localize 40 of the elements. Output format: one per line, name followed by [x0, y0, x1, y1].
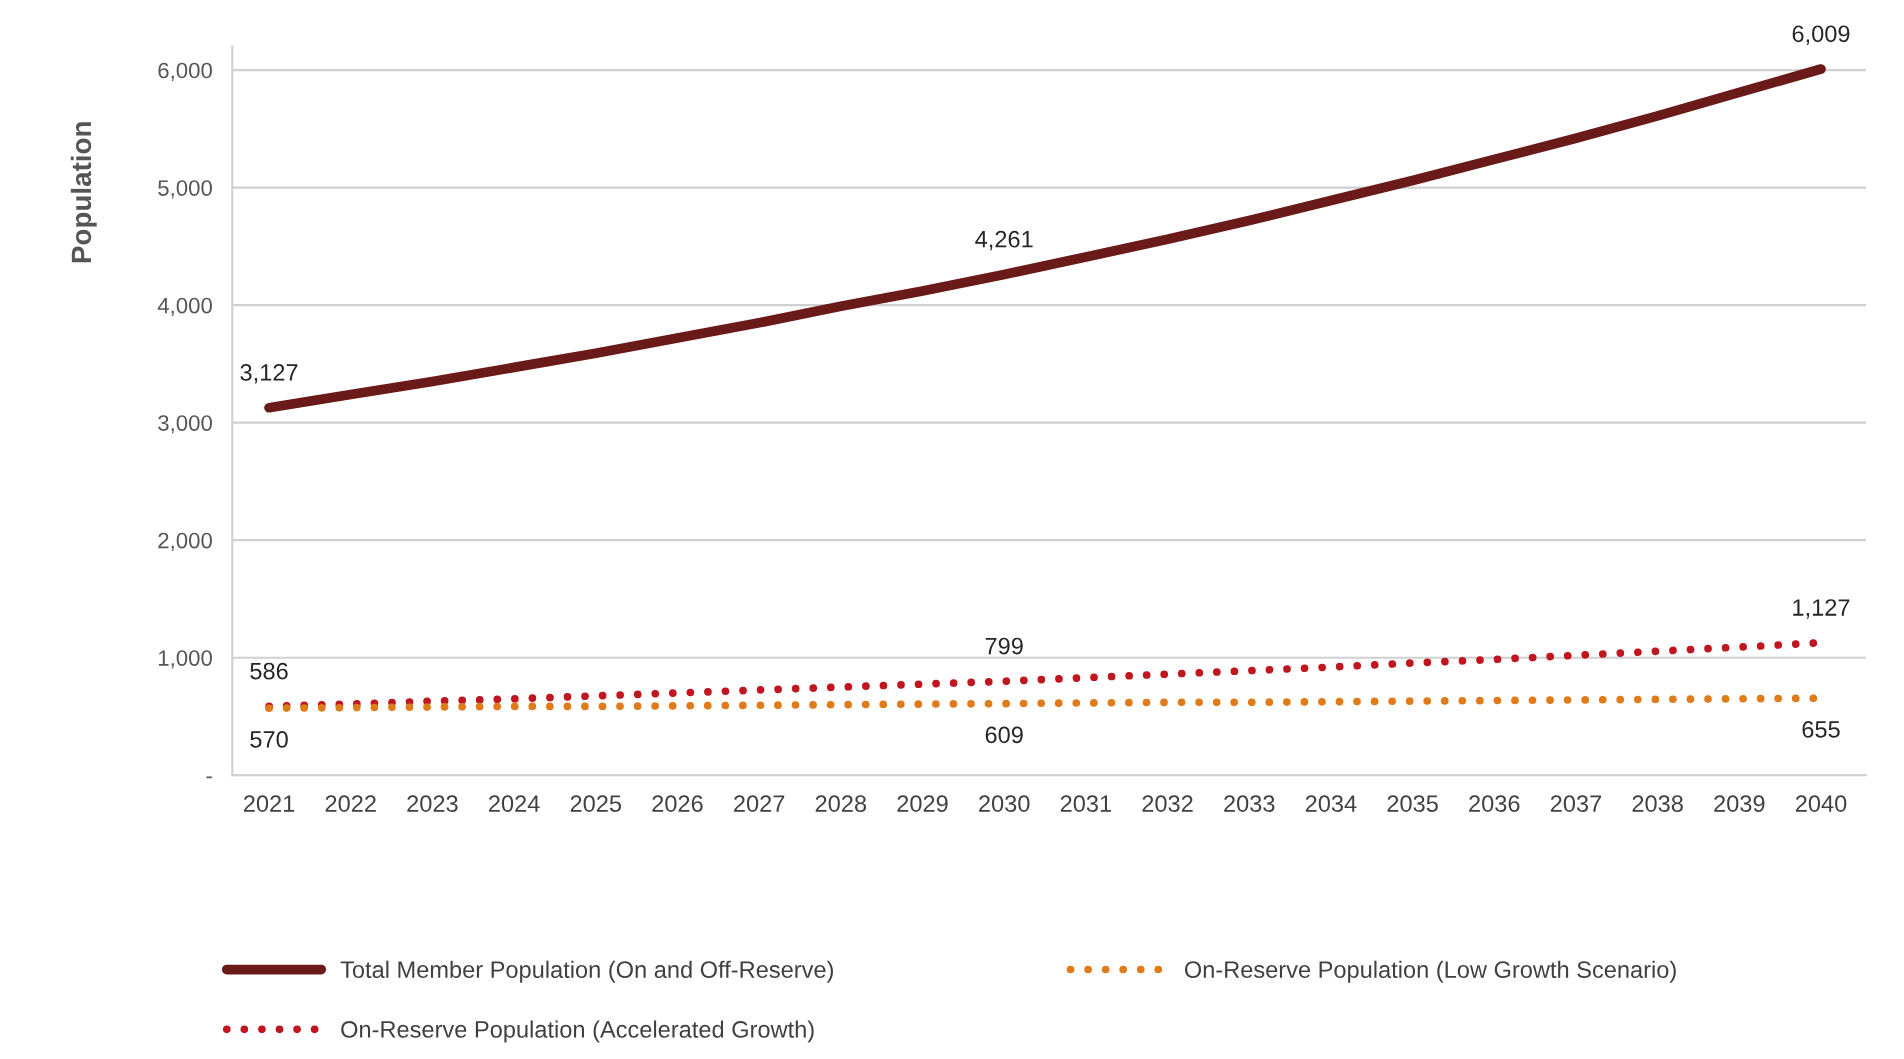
x-tick-label: 2022 — [325, 795, 376, 812]
y-tick-label: 2,000 — [158, 532, 212, 552]
x-tick-label: 2040 — [1795, 795, 1847, 812]
y-tick-label: 6,000 — [158, 62, 212, 81]
data-label: 570 — [250, 731, 288, 748]
x-tick-label: 2026 — [652, 795, 703, 812]
legend-label: Total Member Population (On and Off-Reserve) — [340, 960, 833, 983]
legend-label: On-Reserve Population (Accelerated Growth) — [341, 1020, 814, 1043]
data-label: 655 — [1802, 721, 1840, 738]
x-tick-label: 2036 — [1469, 795, 1520, 812]
data-label: 609 — [985, 726, 1023, 744]
x-tick-label: 2031 — [1060, 795, 1111, 812]
y-tick-label: 4,000 — [157, 297, 212, 317]
y-axis-title: Population — [70, 122, 97, 263]
x-tick-label: 2039 — [1714, 795, 1765, 812]
data-label: 4,261 — [975, 230, 1033, 251]
x-tick-label: 2037 — [1550, 795, 1602, 812]
x-tick-label: 2025 — [570, 795, 622, 812]
x-tick-label: 2032 — [1142, 795, 1193, 812]
data-label: 586 — [250, 662, 288, 680]
x-tick-label: 2027 — [734, 795, 785, 812]
y-tick-label: 3,000 — [158, 415, 212, 434]
data-label: 799 — [985, 637, 1023, 655]
x-tick-label: 2023 — [407, 795, 458, 812]
x-tick-label: 2033 — [1224, 795, 1275, 812]
x-tick-label: 2024 — [489, 795, 540, 812]
y-tick-label: - — [206, 776, 212, 779]
data-label: 3,127 — [240, 364, 298, 384]
legend-label: On-Reserve Population (Low Growth Scenario) — [1184, 960, 1676, 983]
x-tick-label: 2030 — [979, 795, 1030, 812]
x-tick-label: 2029 — [897, 795, 948, 812]
x-tick-label: 2028 — [815, 795, 867, 812]
x-tick-label: 2038 — [1632, 795, 1683, 812]
y-tick-label: 1,000 — [158, 650, 212, 669]
x-tick-label: 2034 — [1305, 795, 1357, 812]
data-label: 6,009 — [1792, 25, 1850, 45]
x-tick-label: 2035 — [1387, 795, 1438, 812]
data-label: 1,127 — [1793, 599, 1850, 619]
x-tick-label: 2021 — [243, 795, 295, 812]
y-tick-label: 5,000 — [158, 180, 212, 199]
